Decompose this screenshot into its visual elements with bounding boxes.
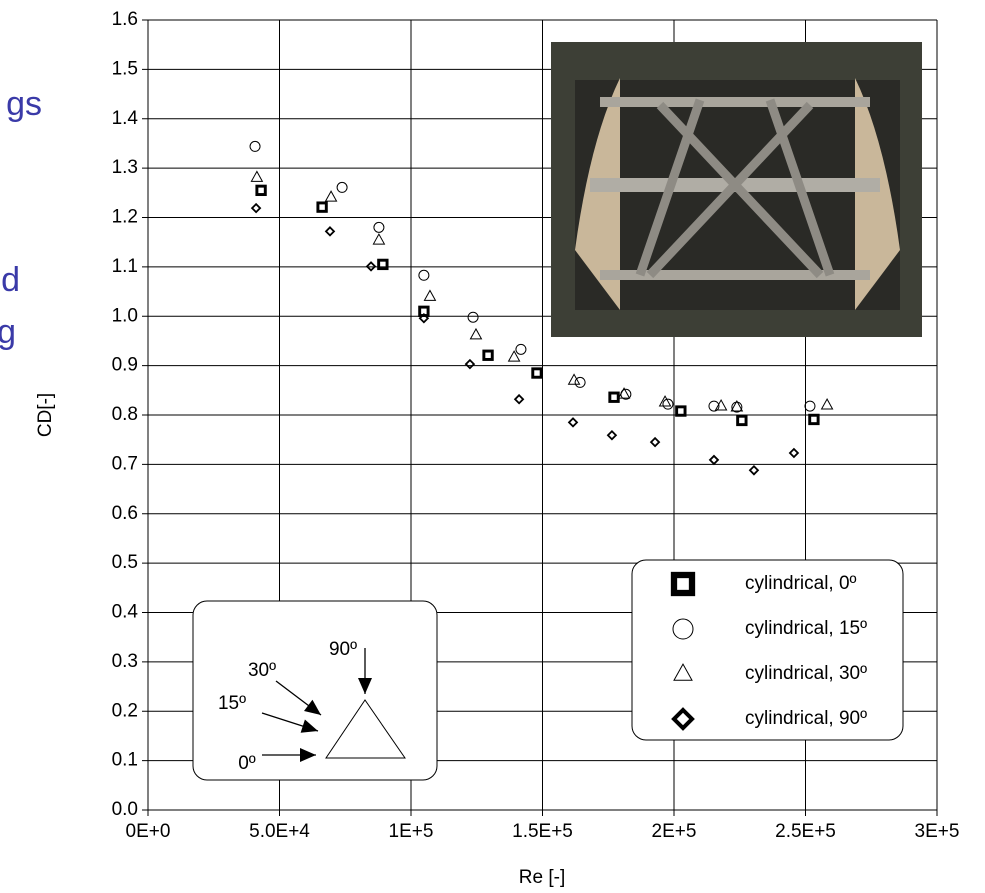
data-point <box>608 391 620 403</box>
annotation: 30º <box>248 660 276 681</box>
x-tick-label: 2.5E+5 <box>775 821 836 842</box>
data-point <box>324 226 336 237</box>
arrow-head <box>300 748 316 762</box>
data-point <box>469 327 483 340</box>
data-point <box>464 358 476 370</box>
y-tick-label: 0.9 <box>112 355 138 376</box>
legend-marker <box>672 618 694 640</box>
data-point <box>250 170 264 182</box>
data-point <box>748 465 760 476</box>
data-point <box>736 414 748 427</box>
data-point <box>249 140 261 152</box>
y-tick-label: 0.6 <box>112 503 138 524</box>
y-axis-label: CD[-] <box>35 393 56 437</box>
legend-label: cylindrical, 30º <box>745 663 867 684</box>
annotation: 90º <box>329 639 357 660</box>
data-point <box>531 367 543 379</box>
data-point <box>804 400 816 412</box>
inset-box <box>192 600 438 781</box>
x-tick-label: 3E+5 <box>915 821 960 842</box>
data-point <box>507 350 521 362</box>
data-point <box>820 398 834 410</box>
data-point <box>418 269 430 281</box>
data-point <box>423 289 437 301</box>
data-point <box>574 376 586 388</box>
legend-label: cylindrical, 15º <box>745 618 867 639</box>
y-tick-label: 1.2 <box>112 207 138 228</box>
data-point <box>606 429 618 441</box>
annotation: 0º <box>238 753 256 774</box>
y-tick-label: 1.6 <box>112 9 138 30</box>
slide-text: d <box>1 261 20 299</box>
y-tick-label: 0.3 <box>112 651 138 672</box>
data-point <box>788 447 800 459</box>
data-point <box>515 343 527 355</box>
y-tick-label: 1.0 <box>112 305 138 326</box>
legend-box <box>631 559 904 741</box>
slide-text: gs <box>6 85 42 123</box>
x-tick-label: 1E+5 <box>389 821 434 842</box>
data-point <box>365 261 377 272</box>
data-point <box>418 312 430 324</box>
y-tick-label: 0.5 <box>112 552 138 573</box>
data-point <box>482 349 494 361</box>
data-point <box>708 454 720 466</box>
y-tick-label: 0.8 <box>112 404 138 425</box>
legend-label: cylindrical, 90º <box>745 708 867 729</box>
data-point <box>730 400 744 412</box>
x-axis-label: Re [-] <box>519 867 565 888</box>
data-point <box>617 387 631 399</box>
x-tick-label: 2E+5 <box>652 821 697 842</box>
legend-marker <box>671 707 695 731</box>
data-point <box>649 436 661 448</box>
arrow-head <box>358 678 372 694</box>
data-point <box>714 399 728 411</box>
arrow-head <box>300 719 318 733</box>
data-point <box>808 413 820 426</box>
data-point <box>731 401 743 413</box>
y-tick-label: 0.2 <box>112 700 138 721</box>
data-point <box>513 393 525 405</box>
data-point <box>658 395 672 407</box>
data-point <box>675 405 687 417</box>
data-point <box>250 202 262 214</box>
data-point <box>377 258 389 271</box>
data-point <box>567 373 581 385</box>
y-tick-label: 0.0 <box>112 799 138 820</box>
legend-label: cylindrical, 0º <box>745 573 857 594</box>
data-point <box>708 400 720 412</box>
data-point <box>567 417 579 428</box>
x-tick-label: 5.0E+4 <box>249 821 310 842</box>
inset-photo <box>551 42 922 337</box>
data-point <box>336 181 348 193</box>
data-point <box>255 184 267 197</box>
legend-marker <box>673 663 693 681</box>
data-point <box>324 190 338 202</box>
legend-marker <box>670 571 696 597</box>
data-point <box>372 233 386 245</box>
y-tick-label: 0.1 <box>112 750 138 771</box>
y-tick-label: 0.4 <box>112 602 139 623</box>
y-tick-label: 1.4 <box>112 108 139 129</box>
data-point <box>467 311 479 323</box>
data-point <box>316 201 328 213</box>
data-point <box>373 221 385 233</box>
arrow-head <box>304 699 321 715</box>
data-point <box>418 305 430 317</box>
y-tick-label: 0.7 <box>112 453 138 474</box>
y-tick-label: 1.5 <box>112 58 138 79</box>
x-tick-label: 1.5E+5 <box>512 821 573 842</box>
annotation: 15º <box>218 693 246 714</box>
slide-text: g <box>0 313 16 351</box>
x-tick-label: 0E+0 <box>126 821 171 842</box>
inset-triangle <box>325 699 406 759</box>
data-point <box>662 398 674 410</box>
y-tick-label: 1.3 <box>112 157 138 178</box>
y-tick-label: 1.1 <box>112 256 138 277</box>
